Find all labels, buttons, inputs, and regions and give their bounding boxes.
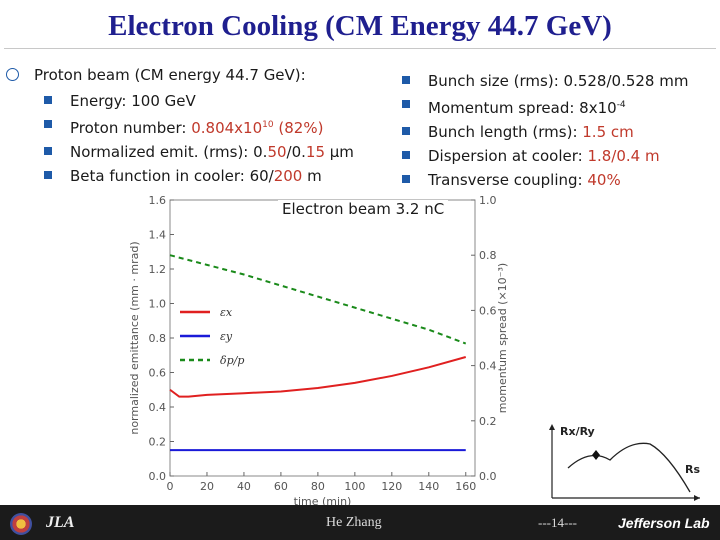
coupling-item: Transverse coupling: 40% [402, 168, 688, 192]
x-tick-label: 20 [200, 480, 214, 493]
legend-label: εx [220, 306, 233, 319]
proton-number-exp: 10 [262, 120, 274, 130]
inset-x-arrow-icon [694, 495, 700, 501]
legend-label: δp/p [220, 354, 244, 367]
inset-x-label: Rs [685, 463, 700, 476]
energy-text: Energy: 100 GeV [70, 92, 196, 110]
proton-number-label: Proton number: [70, 119, 192, 137]
y-left-tick-label: 0.0 [149, 470, 167, 483]
y-left-tick-label: 0.8 [149, 332, 167, 345]
x-axis-label: time (min) [294, 495, 352, 508]
emittance-item: Normalized emit. (rms): 0.50/0.15 μm [44, 140, 354, 164]
author-name: He Zhang [326, 515, 382, 530]
x-tick-label: 100 [344, 480, 365, 493]
square-bullet-icon [402, 151, 410, 159]
y-right-tick-label: 1.0 [479, 194, 497, 207]
footer-bar [0, 505, 720, 540]
y-left-axis-label: normalized emittance (mm · mrad) [128, 241, 141, 434]
x-tick-label: 80 [311, 480, 325, 493]
doe-seal-icon [10, 513, 32, 535]
y-left-tick-label: 1.4 [149, 229, 167, 242]
square-bullet-icon [402, 76, 410, 84]
circle-bullet-icon [6, 68, 19, 81]
emittance-plot: 0 20 40 60 80 100 120 140 1600.00.20.40.60.81.01… [128, 194, 509, 508]
inset-sketch: Rx/Ry Rs [549, 424, 700, 501]
x-tick-label: 160 [455, 480, 476, 493]
y-left-tick-label: 1.0 [149, 298, 167, 311]
bunch-length-item: Bunch length (rms): 1.5 cm [402, 120, 688, 144]
series-line-2 [169, 254, 467, 345]
y-right-axis-label: momentum spread (×10⁻³) [496, 263, 509, 413]
x-tick-label: 140 [418, 480, 439, 493]
emittance-unit: μm [325, 143, 354, 161]
coupling-value: 40% [587, 171, 621, 189]
series-line-0 [169, 356, 467, 398]
y-right-tick-label: 0.2 [479, 415, 497, 428]
inset-curve [567, 442, 691, 493]
square-bullet-icon [402, 100, 410, 108]
square-bullet-icon [44, 147, 52, 155]
proton-number-item: Proton number: 0.804x1010 (82%) [44, 113, 354, 140]
dispersion-value: 1.8/0.4 m [587, 147, 660, 165]
square-bullet-icon [402, 175, 410, 183]
y-right-tick-label: 0.8 [479, 249, 497, 262]
y-right-tick-label: 0.6 [479, 304, 497, 317]
emittance-sep: /0. [286, 143, 306, 161]
y-left-tick-label: 0.6 [149, 367, 167, 380]
square-bullet-icon [44, 171, 52, 179]
emittance-value-y: 15 [305, 143, 325, 161]
inset-marker-icon [592, 450, 600, 460]
beta-unit: m [302, 167, 322, 185]
y-right-tick-label: 0.4 [479, 360, 497, 373]
jefferson-lab-logo: Jefferson Lab [618, 515, 710, 531]
beta-item: Beta function in cooler: 60/200 m [44, 164, 354, 188]
bunch-params-list: Bunch size (rms): 0.528/0.528 mm Momentu… [402, 69, 688, 192]
momentum-spread-text: Momentum spread: 8x10 [428, 99, 617, 117]
coupling-label: Transverse coupling: [428, 171, 588, 189]
inset-y-label: Rx/Ry [560, 425, 595, 438]
plot-frame [169, 199, 476, 477]
square-bullet-icon [44, 120, 52, 128]
bunch-size-item: Bunch size (rms): 0.528/0.528 mm [402, 69, 688, 93]
y-left-tick-label: 1.6 [149, 194, 167, 207]
proton-params-list: Energy: 100 GeV Proton number: 0.804x101… [44, 89, 354, 188]
proton-number-value: 0.804x10 [191, 119, 263, 137]
bunch-length-value: 1.5 cm [582, 123, 634, 141]
x-tick-label: 40 [237, 480, 251, 493]
beta-label: Beta function in cooler: 60/ [70, 167, 274, 185]
bunch-size-text: Bunch size (rms): 0.528/0.528 mm [428, 72, 689, 90]
x-tick-label: 0 [167, 480, 174, 493]
y-left-tick-label: 0.4 [149, 401, 167, 414]
dispersion-label: Dispersion at cooler: [428, 147, 588, 165]
x-tick-label: 60 [274, 480, 288, 493]
y-left-tick-label: 0.2 [149, 436, 167, 449]
inset-y-arrow-icon [549, 424, 555, 430]
y-left-tick-label: 1.2 [149, 263, 167, 276]
beta-value: 200 [273, 167, 303, 185]
momentum-spread-exp: -4 [616, 100, 626, 110]
jla-logo-text: JLA [46, 514, 75, 531]
emittance-value-x: 50 [267, 143, 287, 161]
square-bullet-icon [402, 127, 410, 135]
momentum-spread-item: Momentum spread: 8x10-4 [402, 93, 688, 120]
x-tick-label: 120 [381, 480, 402, 493]
energy-item: Energy: 100 GeV [44, 89, 354, 113]
electron-beam-label: Electron beam 3.2 nC [278, 200, 449, 218]
proton-beam-heading: Proton beam (CM energy 44.7 GeV): [34, 66, 306, 84]
bunch-length-label: Bunch length (rms): [428, 123, 583, 141]
page-number: ---14--- [538, 515, 577, 530]
dispersion-item: Dispersion at cooler: 1.8/0.4 m [402, 144, 688, 168]
y-right-tick-label: 0.0 [479, 470, 497, 483]
emittance-label: Normalized emit. (rms): 0. [70, 143, 268, 161]
title-divider [4, 48, 716, 49]
square-bullet-icon [44, 96, 52, 104]
slide-title: Electron Cooling (CM Energy 44.7 GeV) [108, 10, 612, 42]
proton-number-pct: (82%) [278, 119, 324, 137]
legend-label: εy [220, 330, 233, 343]
